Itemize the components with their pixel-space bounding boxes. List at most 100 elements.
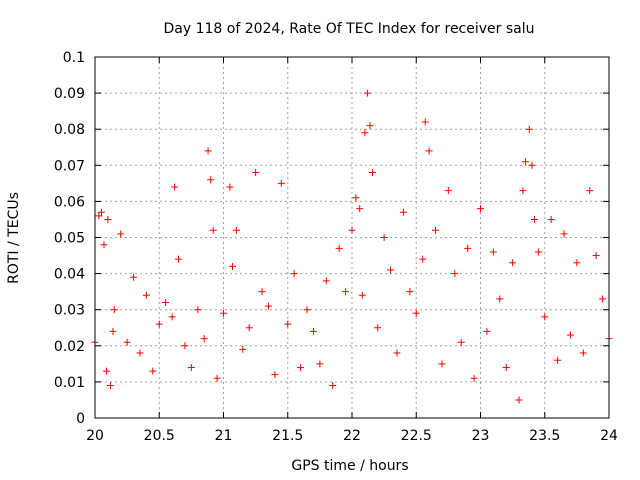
data-point — [142, 291, 150, 299]
data-point — [470, 374, 478, 382]
data-point — [425, 147, 433, 155]
x-tick-label: 23.5 — [529, 428, 560, 444]
data-point — [149, 367, 157, 375]
chart-title: Day 118 of 2024, Rate Of TEC Index for r… — [163, 21, 534, 37]
data-point — [245, 324, 253, 332]
data-point — [521, 158, 529, 166]
data-point — [380, 234, 388, 241]
data-point — [348, 226, 356, 234]
data-point — [586, 187, 594, 195]
data-point — [369, 169, 377, 177]
data-point — [309, 327, 317, 335]
data-point — [117, 230, 125, 238]
x-tick-label: 20.5 — [144, 428, 175, 444]
data-point — [264, 302, 272, 310]
data-point — [515, 396, 523, 404]
data-point — [547, 215, 555, 223]
data-point — [573, 259, 581, 267]
data-point — [519, 187, 527, 195]
data-point — [284, 320, 292, 328]
data-point — [541, 313, 549, 321]
data-point — [168, 313, 176, 321]
data-point — [297, 363, 305, 371]
x-tick-label: 23 — [472, 428, 490, 444]
y-tick-label: 0.07 — [54, 158, 85, 174]
data-point — [290, 270, 298, 278]
data-point — [393, 349, 401, 357]
data-point — [220, 309, 227, 317]
x-tick-label: 21.5 — [272, 428, 303, 444]
data-point — [579, 349, 587, 357]
x-axis-label: GPS time / hours — [291, 458, 408, 474]
data-point — [232, 226, 240, 234]
data-point — [100, 241, 108, 249]
plot-area-border — [94, 56, 610, 419]
data-point — [181, 342, 189, 350]
grid — [95, 57, 609, 418]
data-point — [207, 176, 215, 184]
data-point — [171, 183, 179, 191]
x-tick-label: 20 — [86, 428, 104, 444]
data-point — [419, 255, 427, 263]
data-point — [136, 349, 144, 357]
data-point — [104, 215, 112, 223]
x-tick-label: 22.5 — [401, 428, 432, 444]
data-point — [342, 288, 350, 296]
data-point — [366, 122, 374, 130]
data-point — [226, 183, 234, 191]
y-tick-label: 0.02 — [54, 339, 85, 355]
data-point — [387, 266, 395, 274]
data-point — [194, 306, 202, 314]
data-point — [162, 298, 170, 306]
data-point — [592, 252, 600, 260]
data-point — [277, 179, 285, 187]
y-tick-label: 0.1 — [63, 50, 85, 66]
data-point — [329, 382, 337, 390]
data-point — [566, 331, 574, 339]
data-point — [209, 226, 217, 234]
data-point — [374, 324, 382, 332]
data-point — [560, 230, 568, 238]
data-point — [335, 244, 343, 252]
data-point — [477, 205, 484, 213]
data-point — [457, 338, 465, 346]
data-point — [412, 309, 420, 317]
data-point — [406, 288, 414, 296]
data-point — [258, 288, 266, 296]
y-tick-label: 0 — [76, 411, 85, 427]
data-point — [464, 244, 472, 252]
data-point — [534, 248, 542, 256]
data-point — [200, 335, 208, 343]
data-point — [421, 118, 429, 126]
data-point — [322, 277, 330, 285]
data-point — [554, 356, 562, 364]
data-point — [175, 255, 183, 263]
data-point — [399, 208, 407, 216]
y-tick-label: 0.08 — [54, 122, 85, 138]
data-point — [530, 215, 538, 223]
data-point — [303, 306, 311, 314]
data-point — [228, 262, 236, 270]
data-point — [316, 360, 324, 368]
data-point — [352, 194, 360, 202]
data-point — [438, 360, 446, 368]
x-tick-label: 24 — [600, 428, 618, 444]
data-point — [110, 306, 118, 314]
y-tick-label: 0.04 — [54, 267, 85, 283]
y-axis-label: ROTI / TECUs — [6, 192, 22, 284]
data-point — [155, 320, 163, 328]
y-tick-label: 0.03 — [54, 303, 85, 319]
x-tick-label: 22 — [343, 428, 361, 444]
data-point — [451, 270, 459, 278]
data-point — [502, 363, 510, 371]
data-point — [599, 295, 607, 303]
y-axis-ticks: 0 0.01 0.02 0.03 0.04 0.05 0.06 0.07 0.08 0.09 0.1 — [54, 50, 609, 427]
y-tick-label: 0.09 — [54, 86, 85, 102]
data-point — [97, 208, 105, 216]
data-point — [130, 273, 138, 281]
data-point — [496, 295, 504, 303]
data-point — [528, 161, 536, 169]
data-point — [103, 367, 111, 375]
data-point — [239, 345, 247, 353]
data-point — [204, 147, 212, 155]
